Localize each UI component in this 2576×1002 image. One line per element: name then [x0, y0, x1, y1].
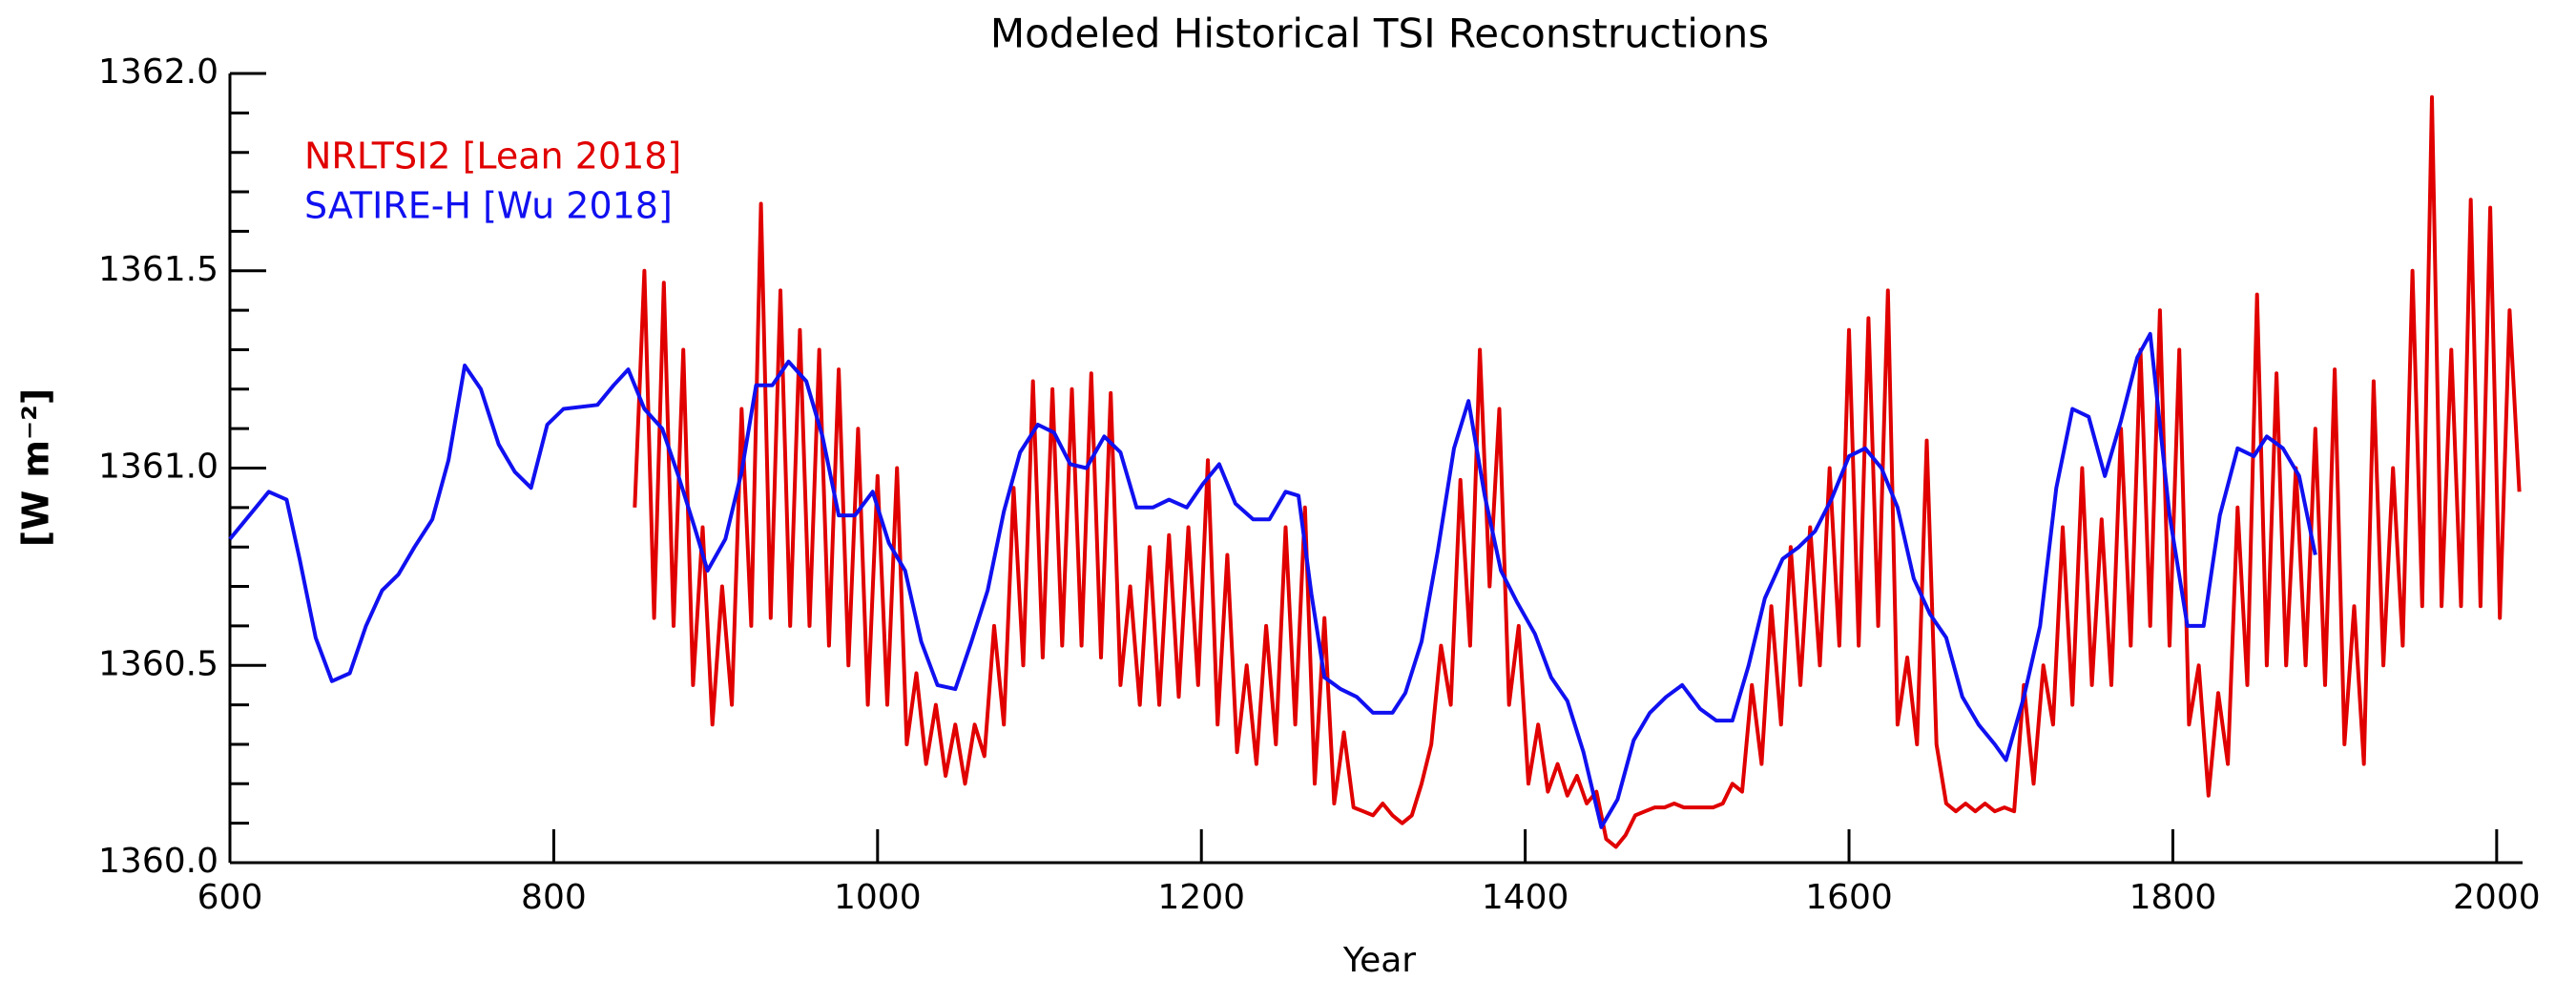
y-tick-label: 1362.0 — [98, 52, 218, 92]
x-tick-label: 1000 — [834, 878, 922, 917]
y-tick-label: 1361.0 — [98, 448, 218, 487]
legend-entry: NRLTSI2 [Lean 2018] — [304, 136, 681, 177]
x-tick-label: 1800 — [2129, 878, 2217, 917]
x-tick-label: 1400 — [1482, 878, 1569, 917]
x-axis-label: Year — [1342, 941, 1416, 980]
x-tick-label: 1600 — [1805, 878, 1893, 917]
y-tick-label: 1361.5 — [98, 250, 218, 289]
series-line — [228, 331, 2317, 829]
series-line — [633, 94, 2522, 849]
x-tick-label: 1200 — [1157, 878, 1245, 917]
y-tick-label: 1360.5 — [98, 644, 218, 683]
x-tick-label: 2000 — [2453, 878, 2541, 917]
legend-entry: SATIRE-H [Wu 2018] — [304, 185, 673, 227]
y-axis-label: [W m⁻²] — [15, 388, 57, 547]
y-tick-label: 1360.0 — [98, 842, 218, 881]
chart-title: Modeled Historical TSI Reconstructions — [990, 10, 1769, 57]
x-tick-label: 800 — [521, 878, 587, 917]
x-tick-label: 600 — [197, 878, 263, 917]
